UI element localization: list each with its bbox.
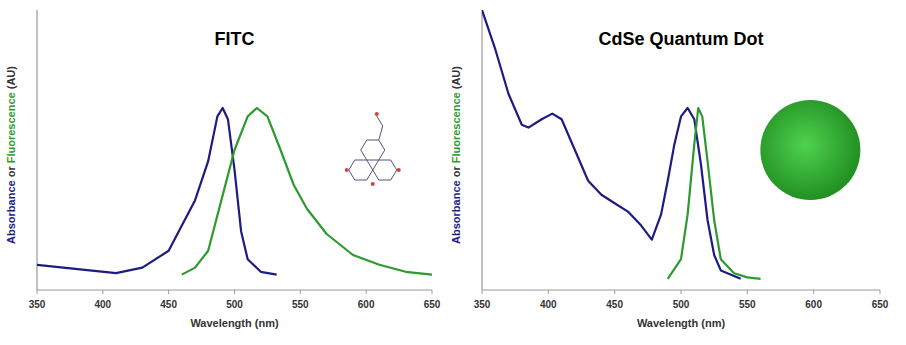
x-tick — [168, 290, 169, 294]
y-axis-title-part: Fluorescence — [450, 92, 462, 163]
molecule-icon — [345, 112, 401, 186]
y-axis-title: Absorbance or Fluorescence (AU) — [5, 66, 17, 244]
y-axis — [36, 10, 37, 290]
x-tick-label: 500 — [226, 299, 243, 310]
x-tick-label: 600 — [358, 299, 375, 310]
x-tick-label: 350 — [474, 299, 491, 310]
x-tick-label: 600 — [805, 299, 822, 310]
title: CdSe Quantum Dot — [599, 29, 764, 49]
series-line — [482, 10, 741, 279]
panel: 350 400 450 500 550 600 650 Wavelength (nm) Abso… — [5, 10, 441, 329]
y-axis — [481, 10, 482, 290]
y-axis-title: Absorbance or Fluorescence (AU) — [450, 66, 462, 244]
x-tick-label: 400 — [94, 299, 111, 310]
plot-area — [482, 10, 761, 279]
x-tick-label: 400 — [540, 299, 557, 310]
x-tick — [482, 290, 483, 294]
x-tick — [548, 290, 549, 294]
x-tick-label: 450 — [606, 299, 623, 310]
x-tick — [300, 290, 301, 294]
x-tick — [37, 290, 38, 294]
y-axis-title-part: (AU) — [5, 66, 17, 93]
y-axis-title-part: (AU) — [450, 66, 462, 93]
x-tick-label: 500 — [673, 299, 690, 310]
x-tick — [747, 290, 748, 294]
x-tick — [681, 290, 682, 294]
x-tick-label: 350 — [29, 299, 46, 310]
x-axis-title: Wavelength (nm) — [190, 317, 279, 329]
series-line — [182, 108, 432, 275]
plot-area — [37, 108, 432, 275]
x-axis-title: Wavelength (nm) — [637, 317, 726, 329]
x-tick — [813, 290, 814, 294]
title: FITC — [215, 29, 255, 49]
x-tick-label: 650 — [872, 299, 889, 310]
panel: 350 400 450 500 550 600 650 Wavelength (nm) Abso… — [450, 10, 889, 329]
x-tick-label: 650 — [424, 299, 441, 310]
y-axis-title-part: Absorbance — [450, 180, 462, 244]
x-tick-label: 550 — [739, 299, 756, 310]
x-tick — [880, 290, 881, 294]
x-tick — [102, 290, 103, 294]
y-axis-title-part: Fluorescence — [5, 92, 17, 163]
y-axis-title-part: or — [5, 163, 17, 180]
y-axis-title-part: Absorbance — [5, 180, 17, 244]
x-tick-label: 550 — [292, 299, 309, 310]
series-line — [668, 108, 761, 279]
x-tick-label: 450 — [160, 299, 177, 310]
figure: 350 400 450 500 550 600 650 Wavelength (nm) Abso… — [0, 0, 906, 345]
x-tick — [614, 290, 615, 294]
y-axis-title-part: or — [450, 163, 462, 180]
x-tick — [366, 290, 367, 294]
x-tick — [234, 290, 235, 294]
quantum-dot-icon — [760, 100, 860, 200]
x-tick — [432, 290, 433, 294]
